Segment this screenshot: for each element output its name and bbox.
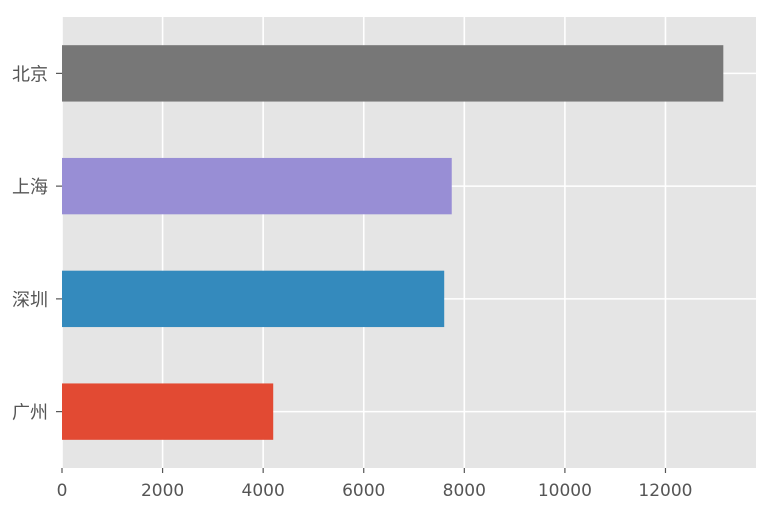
x-tick-label: 12000 — [638, 481, 692, 501]
bar-2 — [62, 157, 452, 215]
x-tick-label: 0 — [57, 481, 68, 501]
bar-3 — [62, 45, 724, 102]
y-tick-label: 深圳 — [12, 290, 48, 311]
bars — [62, 45, 724, 440]
bar-0 — [62, 383, 274, 440]
y-tick-label: 广州 — [12, 403, 48, 424]
bar-1 — [62, 270, 445, 328]
x-tick-label: 6000 — [342, 481, 385, 501]
x-tick-label: 2000 — [141, 481, 184, 501]
x-tick-label: 10000 — [538, 481, 592, 501]
y-tick-label: 北京 — [12, 64, 48, 85]
x-axis: 0 2000 4000 6000 8000 10000 12000 — [57, 468, 693, 501]
x-tick-label: 4000 — [242, 481, 285, 501]
y-tick-label: 上海 — [12, 177, 48, 198]
x-tick-label: 8000 — [443, 481, 486, 501]
